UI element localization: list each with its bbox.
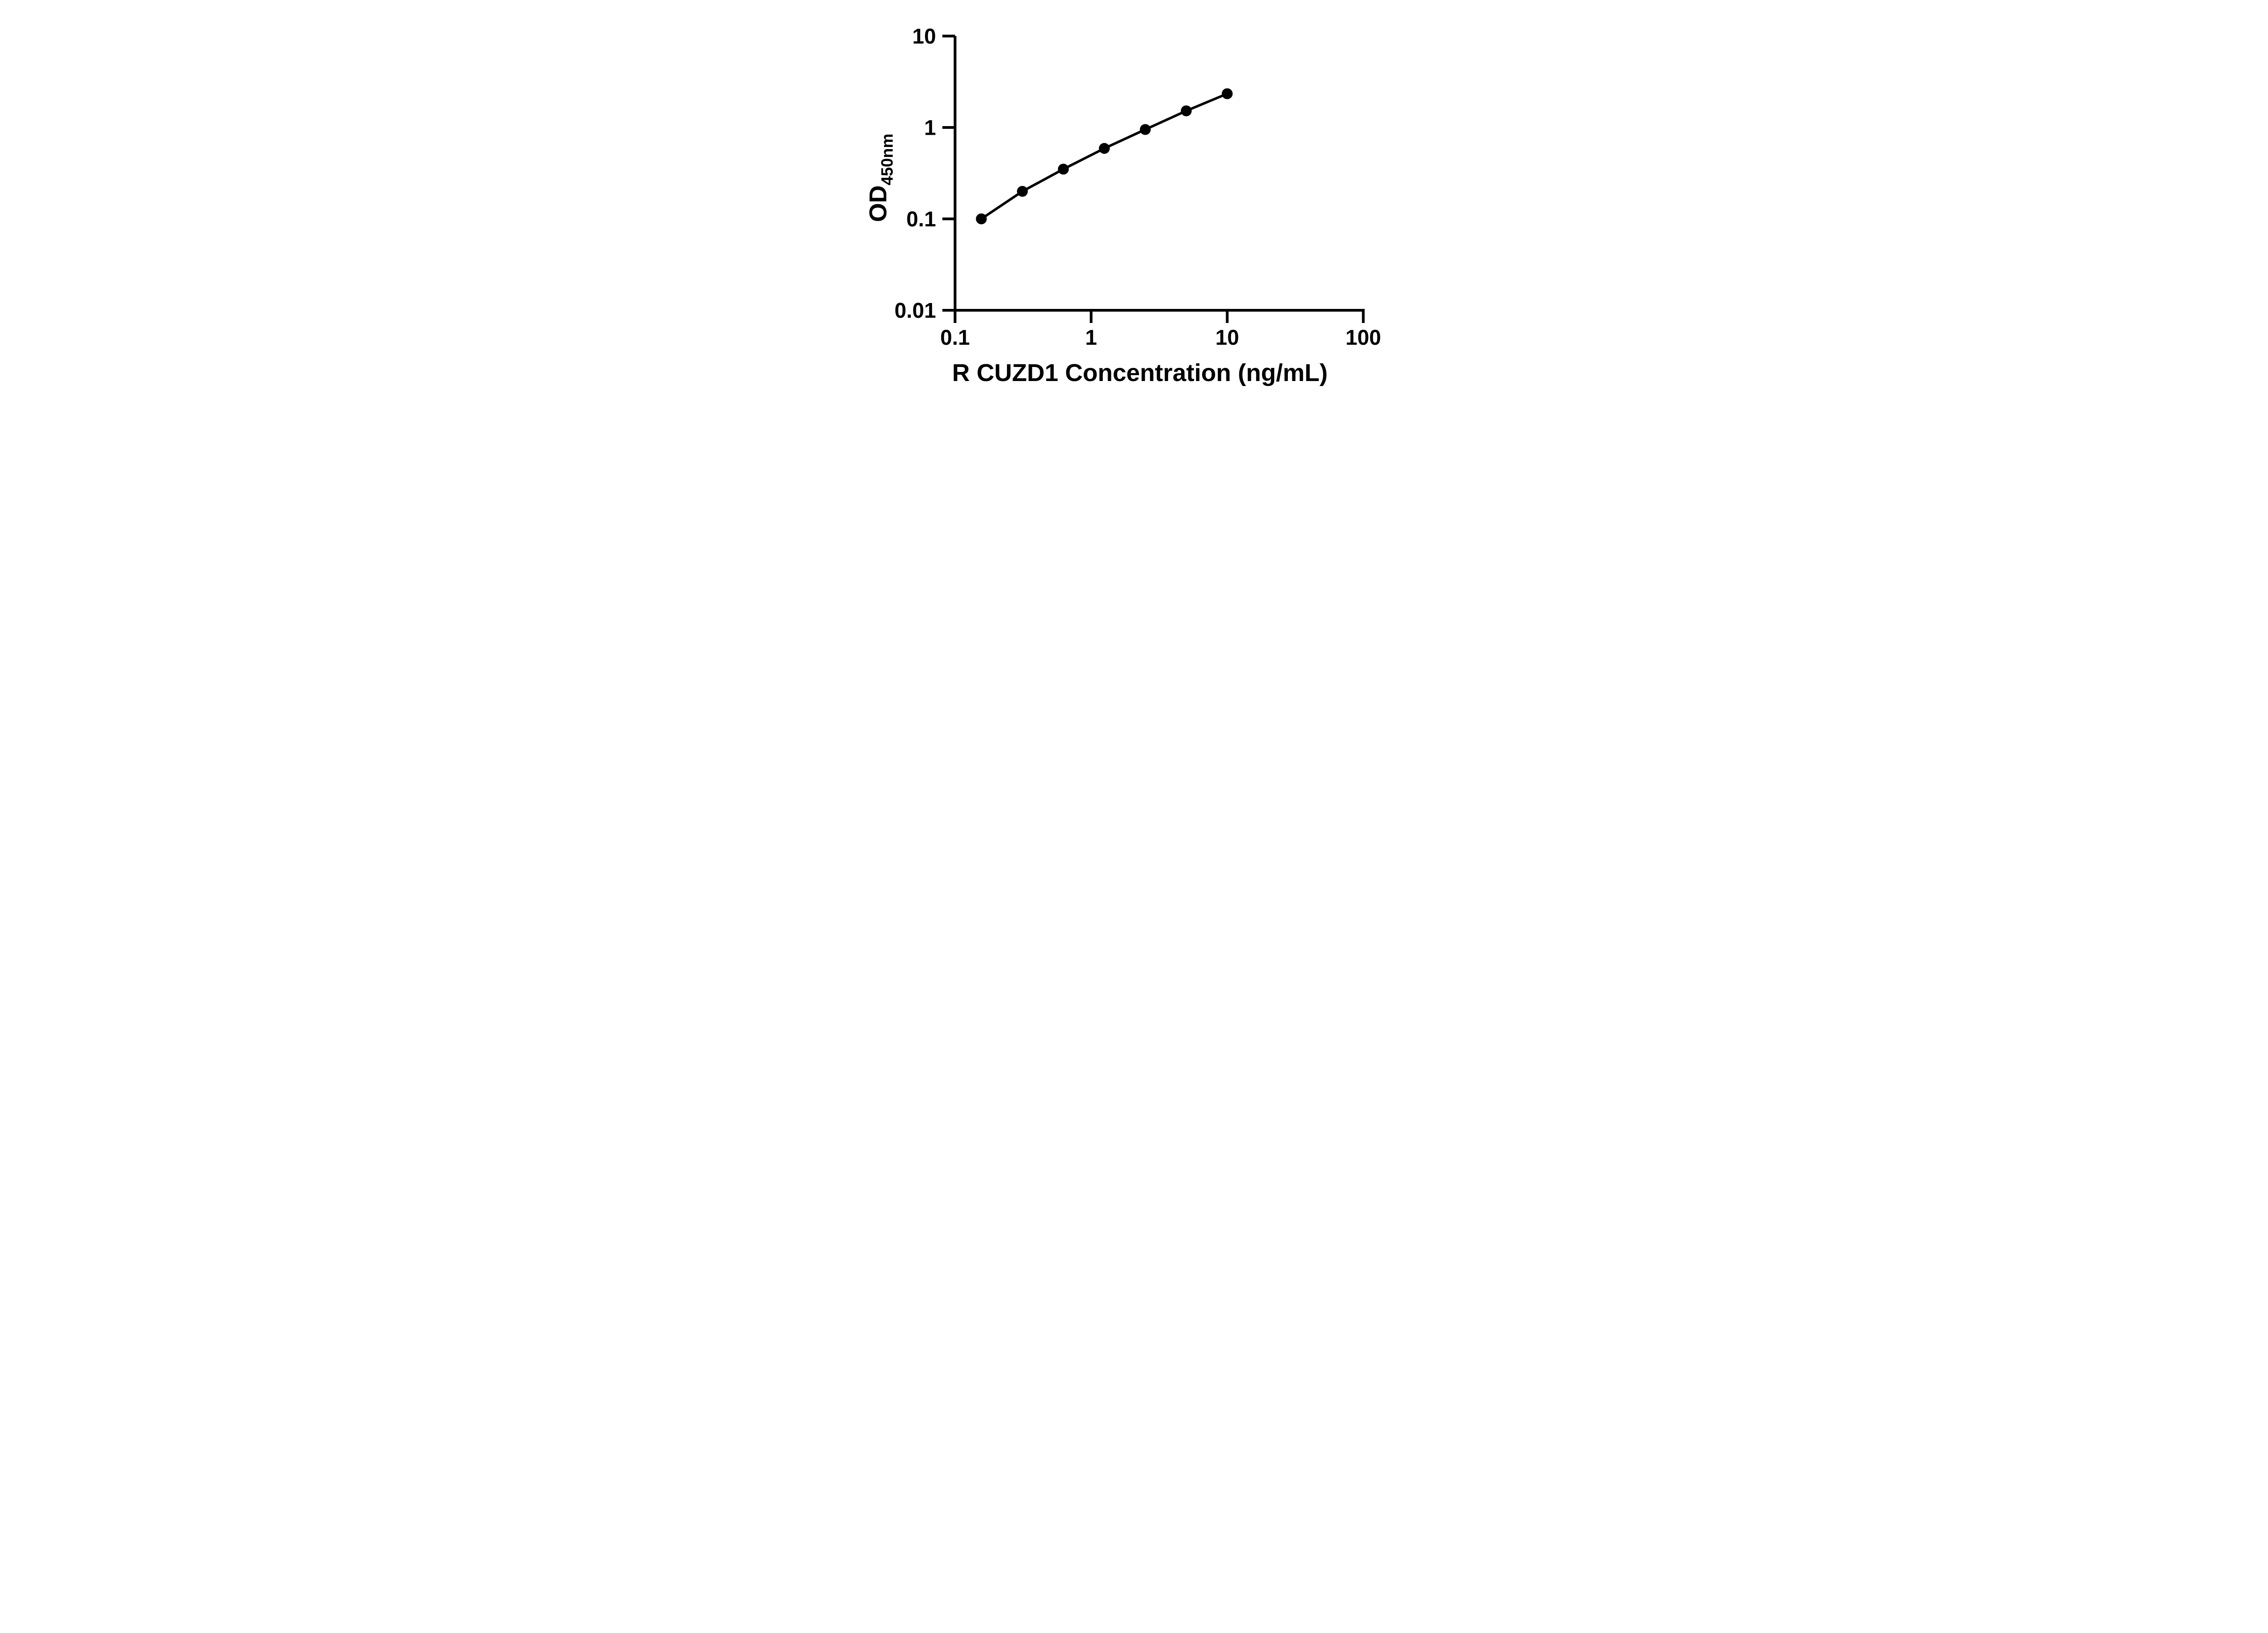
data-point-marker (975, 213, 987, 225)
data-point-marker (1017, 186, 1028, 197)
data-point-marker (1180, 105, 1192, 117)
y-axis-title-subscript: 450nm (878, 133, 896, 185)
y-tick-label: 10 (912, 24, 936, 48)
figure-container: 0.01 0.1 1 10 0.1 1 10 100 R CUZD1 Concentration… (842, 0, 1426, 408)
data-point-marker (1057, 163, 1069, 175)
data-point-marker (1139, 124, 1151, 135)
x-axis-title: R CUZD1 Concentration (ng/mL) (952, 359, 1328, 386)
x-tick-label: 10 (1215, 325, 1239, 349)
x-tick-label: 1 (1085, 325, 1097, 349)
y-axis-title: OD450nm (865, 133, 896, 222)
y-axis-title-main: OD (865, 186, 892, 222)
data-point-marker (1222, 88, 1232, 99)
data-point-marker (1099, 143, 1110, 154)
x-tick-label: 0.1 (940, 325, 969, 349)
y-tick-label: 0.1 (906, 207, 936, 231)
y-tick-label: 0.01 (894, 298, 936, 322)
page: { "figure": { "background": "#ffffff", "… (0, 0, 2268, 408)
y-tick-label: 1 (924, 115, 936, 139)
x-tick-label: 100 (1345, 325, 1381, 349)
